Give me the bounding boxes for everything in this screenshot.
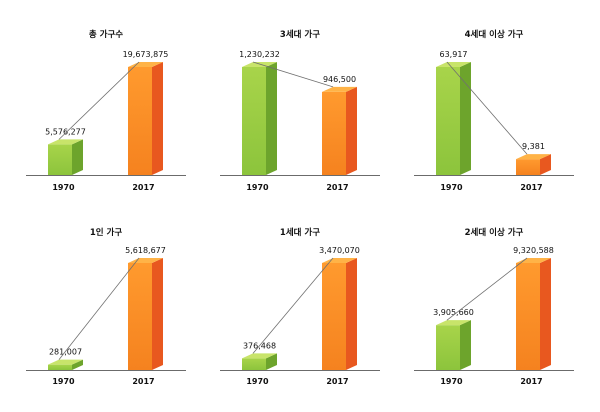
chart-title: 1세대 가구 — [280, 227, 320, 238]
bar — [436, 325, 460, 370]
data-label: 946,500 — [323, 75, 356, 84]
x-tick-label: 1970 — [440, 183, 463, 192]
chart-title: 3세대 가구 — [280, 29, 320, 40]
bar — [128, 263, 152, 370]
x-tick-label: 1970 — [246, 377, 269, 386]
x-tick-label: 2017 — [326, 377, 348, 386]
bar-top — [128, 258, 163, 263]
chart-panel: 3세대 가구 1,230,232 1970 946,500 2017 — [220, 29, 380, 192]
connector-line — [58, 61, 140, 140]
bar-top — [516, 154, 551, 160]
bar-top — [436, 62, 471, 67]
bar-side — [152, 258, 163, 370]
chart-panel: 2세대 이상 가구 3,905,660 1970 9,320,588 2017 — [414, 227, 574, 386]
connector-line — [446, 257, 528, 321]
bar — [322, 263, 346, 370]
bar-top — [48, 359, 83, 365]
data-label: 281,007 — [49, 348, 82, 357]
bar — [516, 159, 540, 175]
data-label: 9,320,588 — [513, 246, 554, 255]
bar-top — [48, 139, 83, 145]
bar-side — [266, 62, 277, 175]
bar-side — [346, 258, 357, 370]
x-tick-label: 2017 — [132, 183, 154, 192]
x-tick-label: 1970 — [52, 377, 75, 386]
bar-top — [322, 86, 357, 92]
data-label: 1,230,232 — [239, 50, 280, 59]
bar-side — [460, 320, 471, 370]
data-label: 3,470,070 — [319, 246, 360, 255]
data-label: 5,618,677 — [125, 246, 166, 255]
data-label: 3,905,660 — [433, 308, 474, 317]
bar-side — [540, 154, 551, 175]
bar — [48, 364, 72, 370]
bar — [242, 358, 266, 370]
bar-side — [72, 139, 83, 175]
bar — [516, 263, 540, 370]
chart-title: 총 가구수 — [89, 29, 123, 40]
bar-top — [242, 62, 277, 67]
x-tick-label: 1970 — [246, 183, 269, 192]
x-tick-label: 2017 — [520, 183, 542, 192]
bar-side — [460, 62, 471, 175]
chart-title: 2세대 이상 가구 — [465, 227, 524, 238]
connector-line — [58, 257, 140, 360]
chart-panel: 1인 가구 281,007 1970 5,618,677 2017 — [26, 227, 186, 386]
chart-panel: 4세대 이상 가구 63,917 1970 9,381 2017 — [414, 29, 574, 192]
data-label: 63,917 — [440, 50, 468, 59]
chart-panel: 총 가구수 5,576,277 1970 19,673,875 2017 — [26, 29, 186, 192]
chart-title: 1인 가구 — [90, 227, 123, 238]
x-tick-label: 1970 — [52, 183, 75, 192]
bar — [242, 67, 266, 175]
bar — [128, 67, 152, 175]
connector-line — [252, 257, 334, 354]
data-label: 9,381 — [522, 142, 545, 151]
bar-top — [322, 258, 357, 263]
bar — [48, 144, 72, 175]
data-label: 5,576,277 — [45, 127, 86, 136]
x-tick-label: 2017 — [520, 377, 542, 386]
bar-side — [540, 258, 551, 370]
x-tick-label: 2017 — [326, 183, 348, 192]
connector-line — [446, 61, 528, 155]
bar-side — [152, 62, 163, 175]
bar — [436, 67, 460, 175]
bar-top — [242, 353, 277, 359]
bar — [322, 91, 346, 175]
bar-side — [346, 86, 357, 175]
x-tick-label: 1970 — [440, 377, 463, 386]
bar-side — [266, 353, 277, 370]
connector-line — [252, 61, 334, 88]
bar-top — [128, 62, 163, 67]
bar-top — [436, 320, 471, 326]
chart-title: 4세대 이상 가구 — [465, 29, 524, 40]
data-label: 19,673,875 — [123, 50, 169, 59]
x-tick-label: 2017 — [132, 377, 154, 386]
bar-side — [72, 359, 83, 370]
